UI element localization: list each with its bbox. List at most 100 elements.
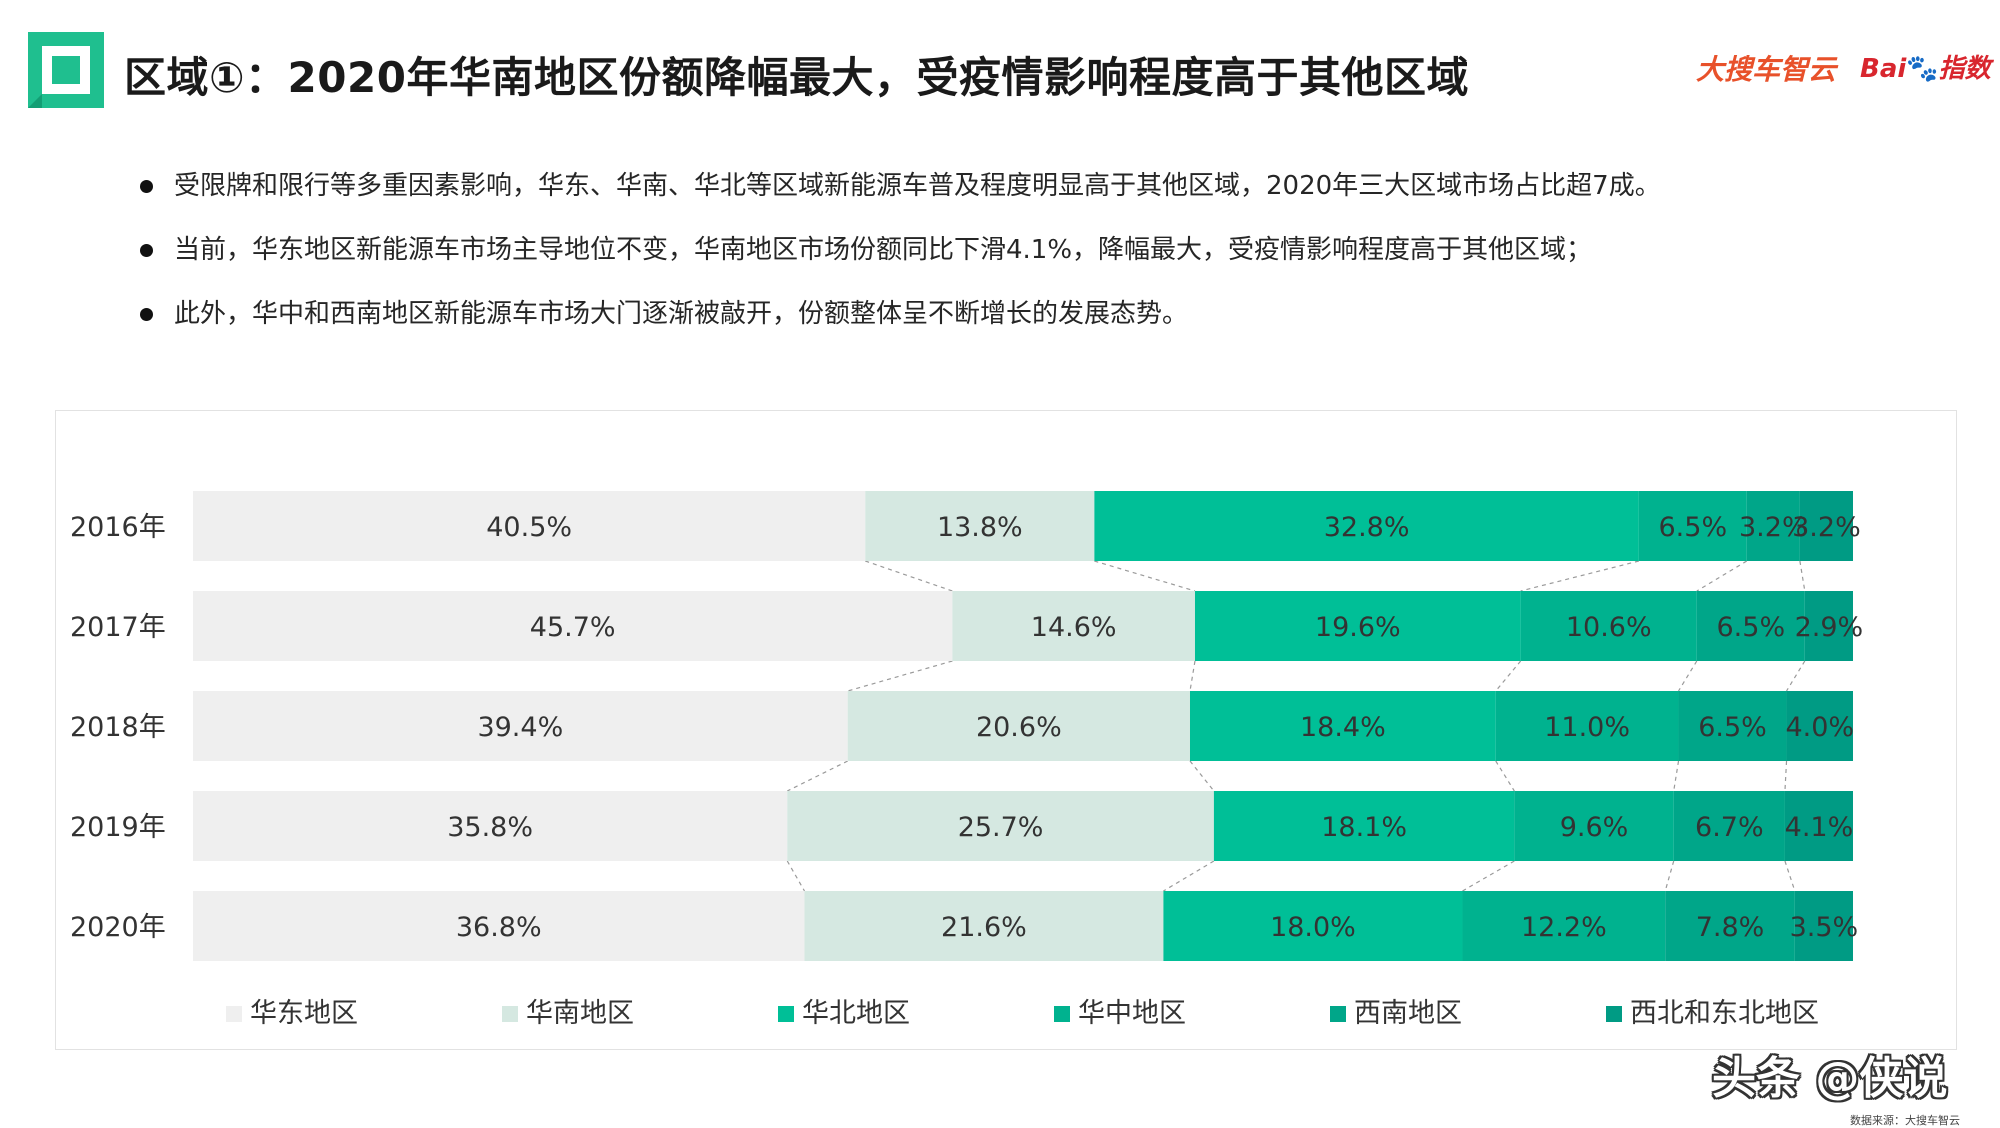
bar-segment: [1194, 591, 1521, 661]
data-label: 6.5%: [1717, 612, 1786, 643]
bar-segment: [1495, 691, 1679, 761]
bar-segment: [1213, 791, 1515, 861]
connector-line: [1495, 760, 1515, 792]
connector-line: [1189, 760, 1215, 792]
page-title: 区域①：2020年华南地区份额降幅最大，受疫情影响程度高于其他区域: [124, 53, 1469, 102]
data-label: 2.9%: [1795, 612, 1864, 643]
connector-line: [1189, 660, 1196, 692]
connector-line: [1163, 860, 1215, 892]
baidu-paw-icon: 🐾: [1906, 54, 1939, 84]
watermark-text: 头条 @侠说: [1712, 1053, 1948, 1104]
data-label: 9.6%: [1560, 812, 1629, 843]
data-label: 19.6%: [1315, 612, 1401, 643]
connector-line: [847, 660, 953, 692]
data-label: 10.6%: [1566, 612, 1652, 643]
connector-line: [786, 860, 806, 892]
connector-line: [1784, 760, 1788, 792]
bar-segment: [865, 491, 1095, 561]
y-axis-label: 2020年: [70, 912, 166, 943]
bar-segment: [1746, 491, 1800, 561]
company-logo-icon: [28, 32, 104, 108]
bullet-list: 受限牌和限行等多重因素影响，华东、华南、华北等区域新能源车普及程度明显高于其他区…: [138, 164, 1958, 356]
data-label: 35.8%: [447, 812, 533, 843]
bar-segment: [1094, 491, 1639, 561]
connector-line: [787, 760, 848, 792]
bar-segment: [1189, 691, 1496, 761]
bar-segment: [193, 491, 866, 561]
bar-segment: [1794, 891, 1853, 961]
data-label: 4.1%: [1785, 812, 1854, 843]
connector-line: [1664, 860, 1675, 892]
bar-segment: [1696, 591, 1805, 661]
legend-label: 华北地区: [802, 998, 910, 1029]
bar-segment: [1786, 691, 1853, 761]
data-label: 12.2%: [1521, 912, 1607, 943]
bar-segment: [1520, 591, 1697, 661]
connector-line: [1678, 660, 1698, 692]
data-label: 39.4%: [477, 712, 563, 743]
bar-segment: [193, 691, 848, 761]
connector-line: [1799, 560, 1806, 592]
bar-segment: [1163, 891, 1463, 961]
data-label: 18.1%: [1321, 812, 1407, 843]
data-label: 7.8%: [1696, 912, 1765, 943]
bar-segment: [1673, 791, 1785, 861]
legend-swatch: [1330, 1006, 1346, 1022]
bar-segment: [1462, 891, 1666, 961]
stacked-bar-chart: 2016年 40.5% 13.8% 32.8% 6.5% 3.2%3.2% 2017年 45.…: [70, 491, 1864, 1029]
data-label: 13.8%: [937, 512, 1023, 543]
bar-segment: [1678, 691, 1787, 761]
bar-segment: [1665, 891, 1795, 961]
bar-segment: [952, 591, 1195, 661]
data-label: 18.0%: [1270, 912, 1356, 943]
legend-label: 华中地区: [1078, 998, 1186, 1029]
bar-segment: [1804, 591, 1853, 661]
brand-logo-baidu-index: Bai🐾指数: [1860, 48, 1991, 85]
data-label: 32.8%: [1324, 512, 1410, 543]
bar-segment: [193, 591, 953, 661]
data-label: 6.5%: [1659, 512, 1728, 543]
legend-label: 西北和东北地区: [1630, 998, 1819, 1029]
bar-segment: [193, 791, 788, 861]
data-label: 6.7%: [1695, 812, 1764, 843]
data-label: 4.0%: [1785, 712, 1854, 743]
legend-swatch: [502, 1006, 518, 1022]
data-label: 3.5%: [1790, 912, 1859, 943]
y-axis-label: 2019年: [70, 812, 166, 843]
connector-line: [865, 560, 953, 592]
legend-swatch: [1054, 1006, 1070, 1022]
data-label: 20.6%: [976, 712, 1062, 743]
connector-line: [1784, 860, 1796, 892]
data-label: 14.6%: [1031, 612, 1117, 643]
data-label: 6.5%: [1698, 712, 1767, 743]
brand-logo-dasouche: 大搜车智云: [1696, 53, 1837, 86]
connector-line: [1786, 660, 1806, 692]
y-axis-label: 2017年: [70, 612, 166, 643]
connector-line: [1520, 560, 1640, 592]
baidu-wordmark: Bai: [1860, 54, 1907, 84]
data-source-note: 数据来源：大搜车智云: [1850, 1114, 1960, 1127]
bar-segment: [804, 891, 1164, 961]
bar-segment: [193, 891, 805, 961]
connector-line: [1495, 660, 1522, 692]
bar-segment: [1638, 491, 1747, 561]
legend-label: 华南地区: [526, 998, 634, 1029]
bullet-item: 当前，华东地区新能源车市场主导地位不变，华南地区市场份额同比下滑4.1%，降幅最…: [138, 228, 1958, 292]
data-label: 3.2%: [1792, 512, 1861, 543]
data-label: 21.6%: [941, 912, 1027, 943]
bar-segment: [847, 691, 1190, 761]
connector-lines: [786, 560, 1806, 892]
legend-label: 华东地区: [250, 998, 358, 1029]
connector-line: [1696, 560, 1748, 592]
bar-segment: [787, 791, 1214, 861]
data-label: 25.7%: [958, 812, 1044, 843]
data-label: 11.0%: [1544, 712, 1630, 743]
connector-line: [1094, 560, 1196, 592]
connector-line: [1462, 860, 1515, 892]
legend-swatch: [226, 1006, 242, 1022]
bar-segment: [1799, 491, 1853, 561]
legend-swatch: [1606, 1006, 1622, 1022]
y-axis-label: 2018年: [70, 712, 166, 743]
y-axis-label: 2016年: [70, 512, 166, 543]
chart-panel: 2016年 40.5% 13.8% 32.8% 6.5% 3.2% 3.2% 2017年 45.…: [55, 410, 1957, 1050]
